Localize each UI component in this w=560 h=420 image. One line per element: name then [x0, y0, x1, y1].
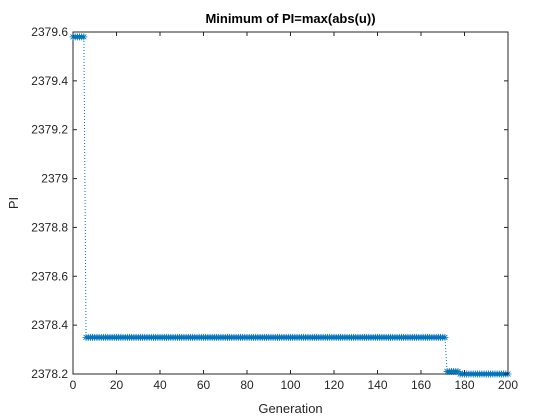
y-tick-label: 2379.2: [31, 123, 68, 137]
x-tick-label: 200: [498, 378, 518, 392]
y-tick-label: 2379.6: [31, 25, 68, 39]
data-point-marker: [80, 33, 87, 40]
x-tick-label: 180: [454, 378, 474, 392]
plot-area: [73, 32, 508, 374]
y-tick-label: 2379: [41, 172, 68, 186]
x-tick-label: 120: [324, 378, 344, 392]
y-axis-title: PI: [6, 197, 21, 209]
x-tick-label: 60: [197, 378, 211, 392]
y-tick-label: 2379.4: [31, 74, 68, 88]
y-tick-label: 2378.4: [31, 318, 68, 332]
y-tick-label: 2378.8: [31, 220, 68, 234]
x-tick-label: 100: [280, 378, 300, 392]
x-tick-label: 160: [411, 378, 431, 392]
chart-title: Minimum of PI=max(abs(u)): [205, 11, 375, 26]
y-tick-label: 2378.2: [31, 367, 68, 381]
x-tick-label: 40: [153, 378, 167, 392]
x-tick-label: 140: [367, 378, 387, 392]
x-tick-label: 80: [240, 378, 254, 392]
x-axis-title: Generation: [258, 401, 322, 416]
y-tick-label: 2378.6: [31, 269, 68, 283]
x-tick-label: 20: [110, 378, 124, 392]
x-tick-label: 0: [70, 378, 77, 392]
data-point-marker: [441, 334, 448, 341]
